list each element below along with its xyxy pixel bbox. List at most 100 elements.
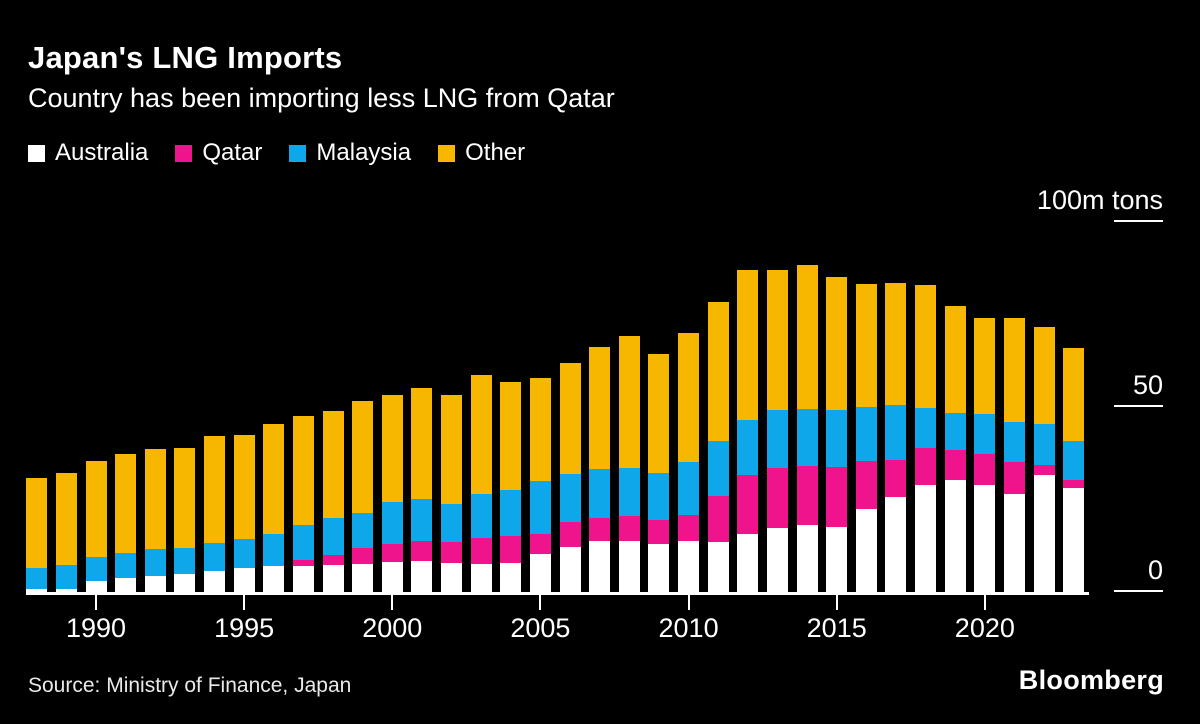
- bar-1999-australia: [352, 563, 374, 592]
- bar-2002-qatar: [441, 542, 463, 563]
- bar-1998-malaysia: [322, 518, 344, 555]
- bar-2022-malaysia: [1033, 424, 1055, 466]
- bar-1996-australia: [263, 566, 285, 592]
- bar-2009-qatar: [648, 520, 670, 544]
- bar-2017-malaysia: [885, 404, 907, 461]
- bar-2008-other: [618, 336, 640, 469]
- bar-2007-qatar: [589, 518, 611, 542]
- bar-2015-malaysia: [826, 410, 848, 467]
- bar-1998-australia: [322, 565, 344, 592]
- bar-2017-australia: [885, 496, 907, 592]
- bar-2015-other: [826, 277, 848, 411]
- bar-2006-malaysia: [559, 473, 581, 523]
- y-tick-label-100: 100m tons: [1036, 185, 1163, 215]
- legend-item-other: Other: [438, 139, 525, 167]
- x-tick-1990: [95, 595, 97, 610]
- bar-2019-malaysia: [944, 412, 966, 450]
- bar-2021-australia: [1003, 493, 1025, 592]
- bar-1988-malaysia: [26, 567, 48, 590]
- legend-item-qatar: Qatar: [175, 139, 262, 167]
- bar-1994-other: [204, 436, 225, 543]
- bar-1996-malaysia: [263, 533, 285, 567]
- bar-2003-other: [470, 374, 492, 494]
- bar-2005-malaysia: [529, 481, 551, 534]
- bar-2013-other: [766, 269, 788, 411]
- bar-1998-other: [322, 411, 344, 518]
- legend-swatch-other: [438, 144, 456, 162]
- legend-swatch-malaysia: [289, 144, 307, 162]
- bar-2001-other: [411, 388, 433, 500]
- bar-1999-other: [352, 401, 374, 513]
- bar-2004-australia: [500, 562, 522, 592]
- x-tick-1995: [243, 595, 246, 610]
- bar-1998-qatar: [322, 555, 344, 566]
- x-tick-label-1995: 1995: [214, 613, 275, 643]
- x-tick-2000: [391, 595, 394, 610]
- bar-2011-australia: [707, 542, 729, 592]
- bar-2005-qatar: [529, 533, 551, 555]
- bar-2007-malaysia: [589, 469, 611, 518]
- bar-1990-malaysia: [85, 556, 107, 582]
- legend-swatch-australia: [28, 144, 45, 162]
- bar-2006-australia: [559, 546, 581, 592]
- bar-2005-australia: [529, 554, 551, 592]
- bar-2009-other: [648, 353, 670, 473]
- bar-2008-australia: [618, 541, 640, 592]
- bar-2000-qatar: [381, 543, 403, 563]
- bar-2000-other: [381, 394, 403, 503]
- bar-2014-qatar: [796, 465, 818, 526]
- bar-2018-australia: [915, 484, 937, 592]
- legend-label: Malaysia: [316, 139, 412, 166]
- bar-2002-malaysia: [441, 503, 463, 543]
- bar-2009-australia: [648, 543, 670, 592]
- bar-2023-australia: [1063, 488, 1085, 592]
- bar-2015-qatar: [826, 466, 848, 527]
- bar-1992-australia: [144, 576, 166, 592]
- bar-2007-other: [589, 347, 611, 470]
- bar-2021-qatar: [1003, 462, 1025, 494]
- bar-1991-other: [115, 453, 137, 554]
- legend-item-malaysia: Malaysia: [289, 139, 411, 167]
- bar-2011-qatar: [707, 496, 729, 543]
- bar-2020-australia: [974, 484, 996, 592]
- bar-2016-malaysia: [855, 407, 877, 462]
- legend-label: Australia: [55, 139, 149, 166]
- bar-2012-australia: [737, 533, 759, 592]
- bar-2015-australia: [826, 526, 848, 592]
- bar-2021-other: [1003, 317, 1025, 423]
- bar-1995-other: [233, 434, 255, 539]
- bar-2001-australia: [411, 561, 433, 592]
- bar-2004-other: [500, 381, 522, 491]
- chart-subtitle: Country has been importing less LNG from…: [28, 83, 615, 113]
- bar-2019-qatar: [944, 449, 966, 480]
- bar-2011-other: [707, 301, 729, 442]
- bar-2017-qatar: [885, 460, 907, 497]
- bar-1995-malaysia: [233, 538, 255, 568]
- bar-2001-qatar: [411, 541, 433, 562]
- bar-2000-australia: [381, 562, 403, 592]
- bloomberg-logo: Bloomberg: [1018, 665, 1164, 695]
- bar-1997-australia: [292, 566, 314, 592]
- bar-2006-qatar: [559, 522, 581, 547]
- x-tick-label-2005: 2005: [510, 613, 571, 643]
- y-tick-label-50: 50: [1132, 370, 1163, 400]
- bar-1991-australia: [115, 577, 137, 592]
- bar-2013-australia: [766, 527, 788, 592]
- bar-2011-malaysia: [707, 441, 729, 497]
- bar-1991-malaysia: [115, 553, 137, 578]
- bar-2014-australia: [796, 525, 818, 592]
- bar-2002-australia: [441, 562, 463, 592]
- bar-1992-malaysia: [144, 548, 166, 577]
- bar-2019-australia: [944, 479, 966, 592]
- bar-1999-qatar: [352, 547, 374, 564]
- bar-2004-malaysia: [500, 490, 522, 537]
- x-tick-2005: [539, 595, 542, 610]
- bar-2006-other: [559, 362, 581, 474]
- x-axis-line: [26, 592, 1089, 595]
- bar-2013-malaysia: [766, 410, 788, 469]
- bar-2013-qatar: [766, 468, 788, 528]
- bar-2005-other: [529, 378, 551, 482]
- bar-2023-other: [1063, 348, 1085, 442]
- bar-1999-malaysia: [352, 512, 374, 548]
- bar-2016-other: [855, 283, 877, 407]
